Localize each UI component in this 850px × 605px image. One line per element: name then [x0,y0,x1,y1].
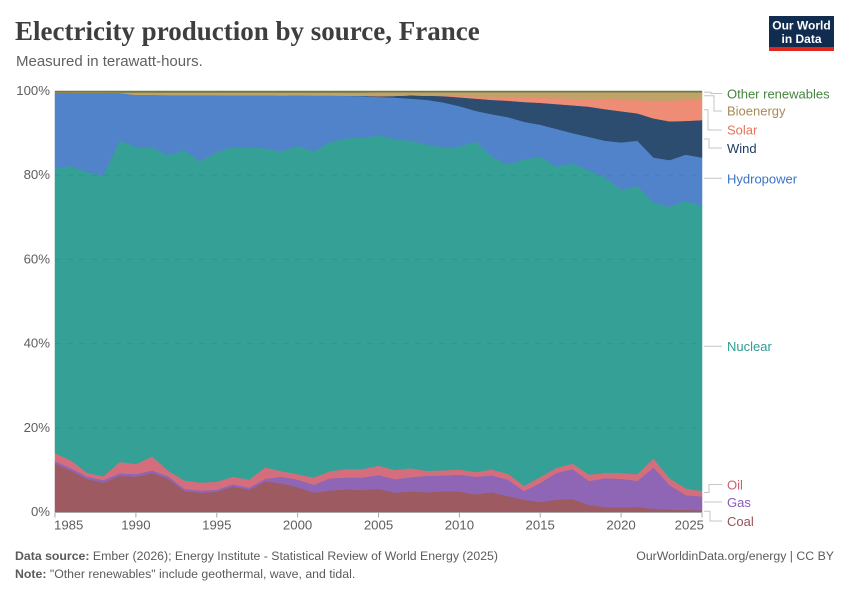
svg-text:Nuclear: Nuclear [727,339,772,354]
svg-text:Wind: Wind [727,141,757,156]
svg-text:Electricity production by sour: Electricity production by source, France [15,16,480,46]
svg-text:1990: 1990 [121,518,150,533]
svg-text:OurWorldinData.org/energy | CC: OurWorldinData.org/energy | CC BY [636,549,834,563]
svg-text:2015: 2015 [526,518,555,533]
svg-text:80%: 80% [24,167,51,182]
svg-text:2010: 2010 [445,518,474,533]
svg-text:20%: 20% [24,420,51,435]
svg-text:1995: 1995 [202,518,231,533]
svg-text:2025: 2025 [675,518,704,533]
svg-text:Coal: Coal [727,514,754,529]
svg-text:Hydropower: Hydropower [727,171,798,186]
svg-text:100%: 100% [16,83,50,98]
svg-text:40%: 40% [24,336,51,351]
svg-text:Oil: Oil [727,477,743,492]
svg-text:2005: 2005 [364,518,393,533]
svg-text:Data source: Ember (2026); Ene: Data source: Ember (2026); Energy Instit… [15,549,498,563]
svg-text:2000: 2000 [283,518,312,533]
svg-text:Measured in terawatt-hours.: Measured in terawatt-hours. [16,53,203,70]
svg-text:Note: "Other renewables" inclu: Note: "Other renewables" include geother… [15,567,355,581]
svg-text:0%: 0% [31,504,50,519]
svg-text:Other renewables: Other renewables [727,86,830,101]
svg-text:1985: 1985 [54,518,83,533]
svg-text:in Data: in Data [781,32,821,46]
svg-text:Solar: Solar [727,122,758,137]
svg-text:Gas: Gas [727,495,751,510]
svg-text:60%: 60% [24,251,51,266]
svg-text:Bioenergy: Bioenergy [727,103,786,118]
svg-text:Our World: Our World [772,19,830,33]
svg-text:2020: 2020 [606,518,635,533]
